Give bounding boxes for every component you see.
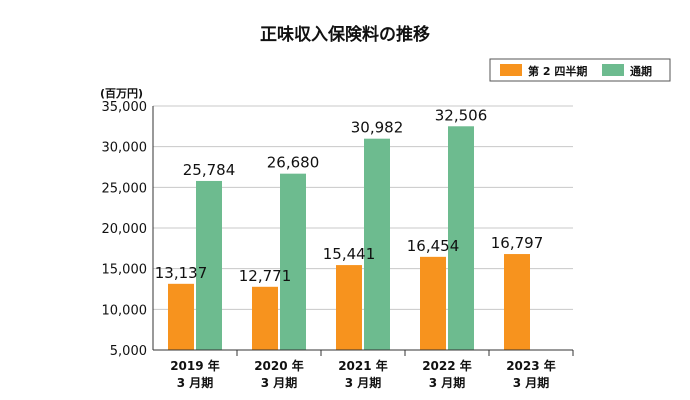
y-tick-label: 10,000 [102, 303, 148, 318]
x-tick-label: 2019 年 [170, 358, 220, 373]
legend-swatch-quarter [500, 64, 522, 76]
y-tick-label: 5,000 [110, 344, 147, 359]
y-tick-label: 20,000 [102, 222, 148, 237]
x-tick-label: 2020 年 [254, 358, 304, 373]
legend-label-full-year: 通期 [630, 64, 652, 78]
x-tick-label: 3 月期 [513, 375, 550, 390]
y-unit-label: (百万円) [100, 87, 143, 100]
legend: 第 2 四半期 通期 [489, 58, 671, 82]
bar-full-year [364, 138, 390, 350]
data-label: 15,441 [323, 245, 376, 263]
bar-full-year [196, 180, 222, 350]
x-tick-label: 3 月期 [429, 375, 466, 390]
bar-full-year [280, 173, 306, 350]
x-tick-label: 2022 年 [422, 358, 472, 373]
y-tick-label: 15,000 [102, 263, 148, 278]
bar-quarter [504, 254, 530, 350]
data-label: 30,982 [351, 119, 404, 137]
x-tick-label: 2023 年 [506, 358, 556, 373]
data-label: 13,137 [155, 264, 208, 282]
data-label: 25,784 [183, 161, 236, 179]
x-tick-label: 3 月期 [261, 375, 298, 390]
x-tick-label: 3 月期 [177, 375, 214, 390]
x-axis: 2019 年 3 月期 2020 年 3 月期 2021 年 3 月期 2022 年 3 月期… [153, 349, 574, 390]
data-label: 16,454 [407, 237, 460, 255]
y-tick-label: 25,000 [102, 181, 148, 196]
legend-label-quarter: 第 2 四半期 [528, 64, 587, 78]
legend-swatch-full-year [602, 64, 624, 76]
y-tick-label: 35,000 [102, 100, 148, 115]
x-tick-label: 2021 年 [338, 358, 388, 373]
data-label: 32,506 [435, 106, 488, 124]
bar-quarter [168, 283, 194, 350]
bars [168, 126, 530, 350]
data-labels: 13,137 25,784 12,771 26,680 15,441 30,982 16,4… [155, 106, 544, 285]
data-label: 12,771 [239, 267, 292, 285]
bar-quarter [252, 286, 278, 350]
bar-quarter [420, 256, 446, 350]
y-tick-label: 30,000 [102, 141, 148, 156]
y-axis: 5,000 10,000 15,000 20,000 25,000 30,000 35,00… [102, 100, 154, 359]
bar-quarter [336, 265, 362, 350]
data-label: 16,797 [491, 234, 544, 252]
x-tick-label: 3 月期 [345, 375, 382, 390]
chart-title: 正味収入保険料の推移 [260, 24, 430, 45]
bar-full-year [448, 126, 474, 350]
data-label: 26,680 [267, 154, 320, 172]
